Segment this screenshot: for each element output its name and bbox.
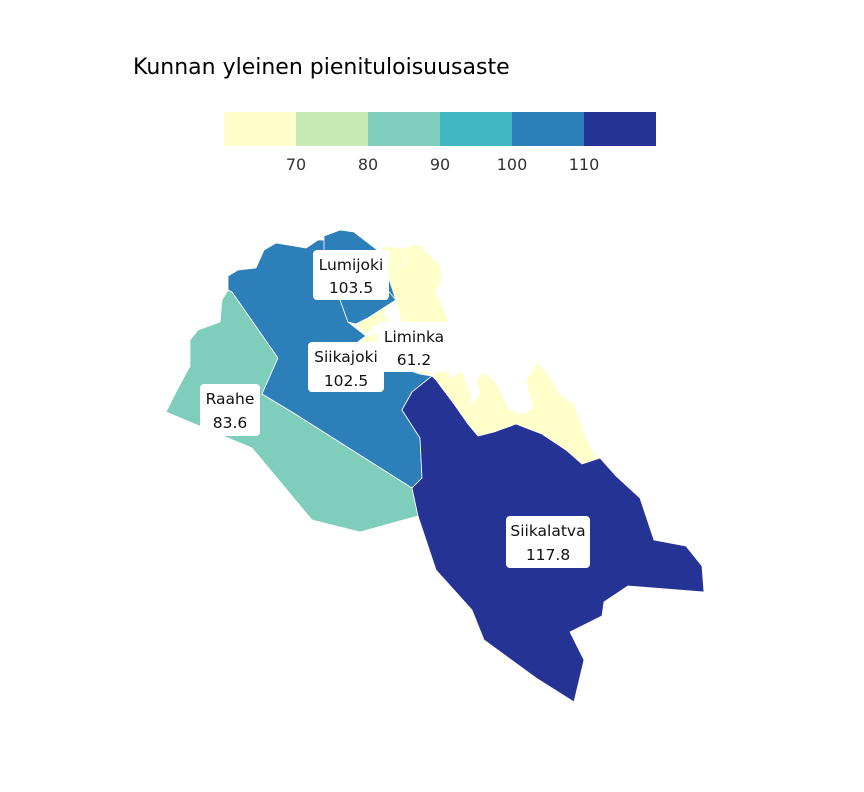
legend-tick: 100 bbox=[497, 155, 528, 174]
region-name: Siikalatva bbox=[510, 522, 585, 540]
region-value: 102.5 bbox=[324, 372, 368, 390]
legend-swatch bbox=[368, 112, 440, 146]
legend-swatch bbox=[584, 112, 656, 146]
legend-swatch bbox=[296, 112, 368, 146]
legend-tick: 70 bbox=[286, 155, 306, 174]
legend-swatch bbox=[512, 112, 584, 146]
region-labels: Lumijoki 103.5 Liminka 61.2 Siikajoki 10… bbox=[200, 250, 590, 568]
region-value: 117.8 bbox=[526, 546, 570, 564]
label-raahe: Raahe 83.6 bbox=[200, 384, 260, 436]
region-name: Liminka bbox=[384, 328, 444, 346]
region-name: Raahe bbox=[206, 390, 255, 408]
label-lumijoki: Lumijoki 103.5 bbox=[313, 250, 389, 300]
region-name: Siikajoki bbox=[314, 348, 378, 366]
legend-tick: 110 bbox=[569, 155, 600, 174]
legend-swatch bbox=[224, 112, 296, 146]
region-value: 103.5 bbox=[329, 279, 373, 297]
legend-swatch bbox=[440, 112, 512, 146]
region-value: 61.2 bbox=[397, 351, 432, 369]
legend-tick: 80 bbox=[358, 155, 378, 174]
label-siikajoki: Siikajoki 102.5 bbox=[308, 342, 384, 392]
region-name: Lumijoki bbox=[319, 256, 384, 274]
label-liminka: Liminka 61.2 bbox=[377, 322, 451, 372]
region-value: 83.6 bbox=[213, 414, 248, 432]
municipality-regions bbox=[165, 229, 705, 703]
label-siikalatva: Siikalatva 117.8 bbox=[506, 516, 590, 568]
legend-tick: 90 bbox=[430, 155, 450, 174]
map-title: Kunnan yleinen pienituloisuusaste bbox=[133, 55, 510, 80]
color-legend: 70 80 90 100 110 bbox=[224, 112, 656, 174]
